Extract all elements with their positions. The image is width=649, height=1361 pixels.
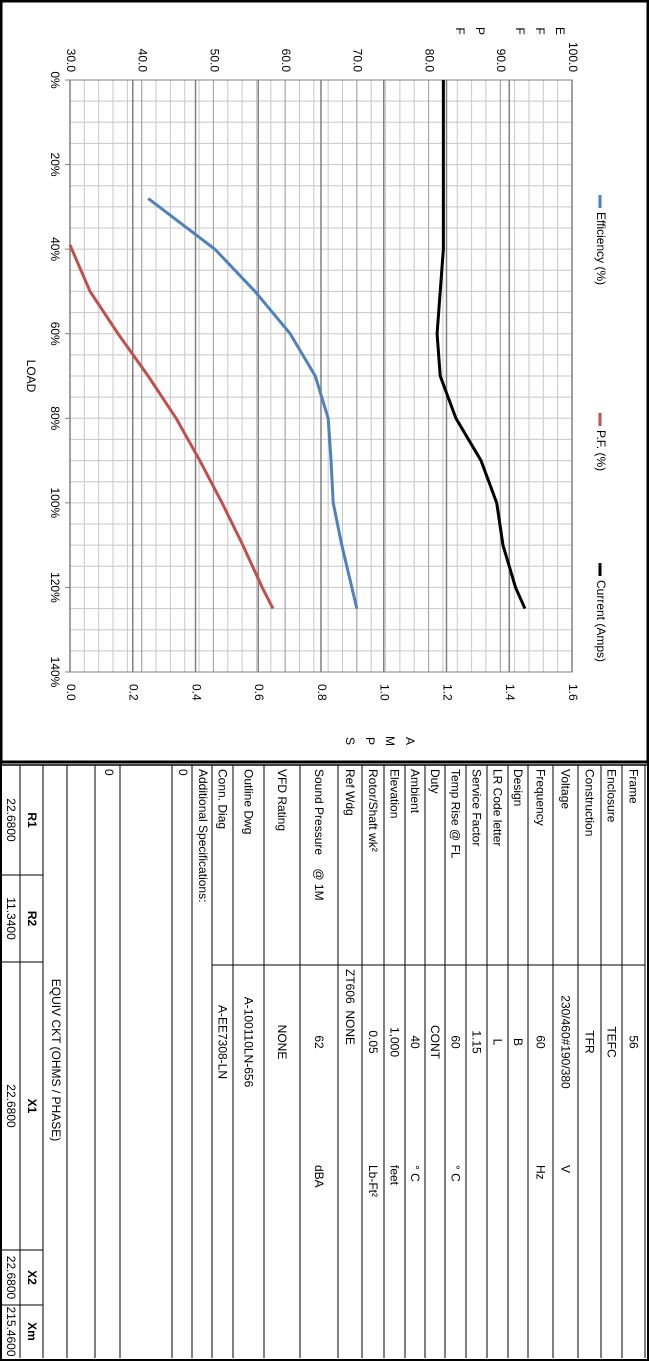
spec-label: Temp Rise @ FL	[448, 769, 462, 859]
spec-label: Frequency	[533, 769, 547, 826]
y-tick-label: 60.0	[279, 49, 293, 73]
spec-label: Conn. Diag	[215, 769, 229, 829]
spec-value: TEFC	[604, 1026, 618, 1058]
spec-value: 60	[448, 1035, 462, 1049]
spec-value: 56	[626, 1035, 640, 1049]
equiv-value: 22.6800	[4, 1256, 18, 1300]
spec-value: A-100110LN-656	[241, 997, 255, 1088]
y-axis-label: EFF PF	[447, 24, 567, 38]
spec-value: 1,000	[387, 1027, 401, 1057]
spec-value: 230/460#190/380	[558, 995, 572, 1089]
series-line	[68, 244, 275, 610]
spec-unit: V	[558, 1165, 572, 1173]
spec-value: TFR	[582, 1030, 596, 1054]
equiv-header: R2	[25, 911, 39, 927]
x-tick-label: 60%	[48, 322, 62, 346]
y2-tick-label: 0.4	[189, 684, 203, 701]
y2-tick-label: 0.8	[315, 684, 329, 701]
spec-label: Enclosure	[604, 769, 618, 823]
y2-tick-label: 0.2	[127, 684, 141, 701]
equiv-header: R1	[25, 812, 39, 828]
x-tick-label: 80%	[48, 406, 62, 430]
y-tick-label: 100.0	[566, 42, 580, 72]
spec-label: Elevation	[387, 769, 401, 818]
spec-value: 0.05	[366, 1030, 380, 1054]
equiv-header: X2	[25, 1270, 39, 1285]
spec-unit: dBA	[312, 1165, 326, 1188]
y-tick-label: 70.0	[351, 49, 365, 73]
legend-label: Current (Amps)	[594, 580, 608, 662]
spec-value: 40	[408, 1035, 422, 1049]
spec-value: L	[490, 1039, 504, 1046]
equiv-title: EQUIV CKT (OHMS / PHASE)	[49, 979, 63, 1141]
x-tick-label: 100%	[48, 488, 62, 519]
spec-label: Ambient	[408, 769, 422, 814]
series-line	[147, 197, 359, 609]
legend-label: P.F. (%)	[594, 430, 608, 471]
spec-label: Outline Dwg	[241, 769, 255, 834]
additional-label: Additional Specifications:	[196, 769, 210, 902]
equiv-value: 215.4600	[4, 1306, 18, 1356]
y-tick-label: 80.0	[422, 49, 436, 73]
spec-unit: Hz	[533, 1165, 547, 1180]
equiv-header: X1	[25, 1099, 39, 1114]
spec-label: Frame	[626, 769, 640, 804]
spec-value: A-EE7308-LN	[215, 1005, 229, 1079]
x-tick-label: 140%	[48, 657, 62, 688]
y2-tick-label: 1.0	[378, 684, 392, 701]
additional-line: 0	[102, 769, 116, 776]
spec-unit: ° C	[448, 1165, 462, 1182]
x-tick-label: 0%	[48, 71, 62, 89]
y2-tick-label: 0.0	[64, 684, 78, 701]
equiv-value: 22.6800	[4, 1084, 18, 1128]
y2-tick-label: 0.6	[252, 684, 266, 701]
y2-tick-label: 1.2	[440, 684, 454, 701]
x-tick-label: 40%	[48, 237, 62, 261]
x-axis-label: LOAD	[24, 360, 38, 393]
spec-unit: ° C	[408, 1165, 422, 1182]
spec-value: 62	[312, 1035, 326, 1049]
y-tick-label: 50.0	[207, 49, 221, 73]
equiv-header: Xm	[25, 1322, 39, 1341]
legend-label: Efficiency (%)	[594, 212, 608, 285]
y-tick-label: 30.0	[64, 49, 78, 73]
spec-label: Rotor/Shaft wk²	[366, 769, 380, 852]
spec-label: Design	[511, 769, 525, 806]
spec-value: NONE	[275, 1025, 289, 1060]
plot-area	[69, 79, 573, 673]
chart-border	[0, 0, 649, 764]
spec-label: Construction	[582, 769, 596, 836]
spec-label: Sound Pressure @ 1M	[312, 769, 326, 901]
spec-label: VFD Rating	[275, 769, 289, 831]
spec-value: ZT606 NONE	[343, 969, 357, 1045]
spec-value: 1.15	[469, 1030, 483, 1054]
spec-value: B	[511, 1038, 525, 1046]
spec-label: Ref Wdg	[343, 769, 357, 816]
y-tick-label: 90.0	[494, 49, 508, 73]
x-tick-label: 20%	[48, 153, 62, 177]
spec-unit: feet	[387, 1165, 401, 1186]
y2-tick-label: 1.4	[503, 684, 517, 701]
additional-line: 0	[176, 769, 190, 776]
x-tick-label: 120%	[48, 572, 62, 603]
equiv-value: 11.3400	[4, 897, 18, 940]
y2-axis-label: AMPS	[337, 734, 417, 748]
spec-unit: Lb-Ft²	[366, 1165, 380, 1197]
spec-label: LR Code letter	[490, 769, 504, 846]
spec-value: 60	[533, 1035, 547, 1049]
y-tick-label: 40.0	[136, 49, 150, 73]
series-line	[435, 80, 527, 610]
equiv-value: 22.6800	[4, 798, 18, 842]
spec-label: Voltage	[558, 769, 572, 809]
spec-label: Duty	[428, 769, 442, 794]
spec-value: CONT	[428, 1025, 442, 1060]
spec-label: Service Factor	[469, 769, 483, 846]
y2-tick-label: 1.6	[566, 684, 580, 701]
